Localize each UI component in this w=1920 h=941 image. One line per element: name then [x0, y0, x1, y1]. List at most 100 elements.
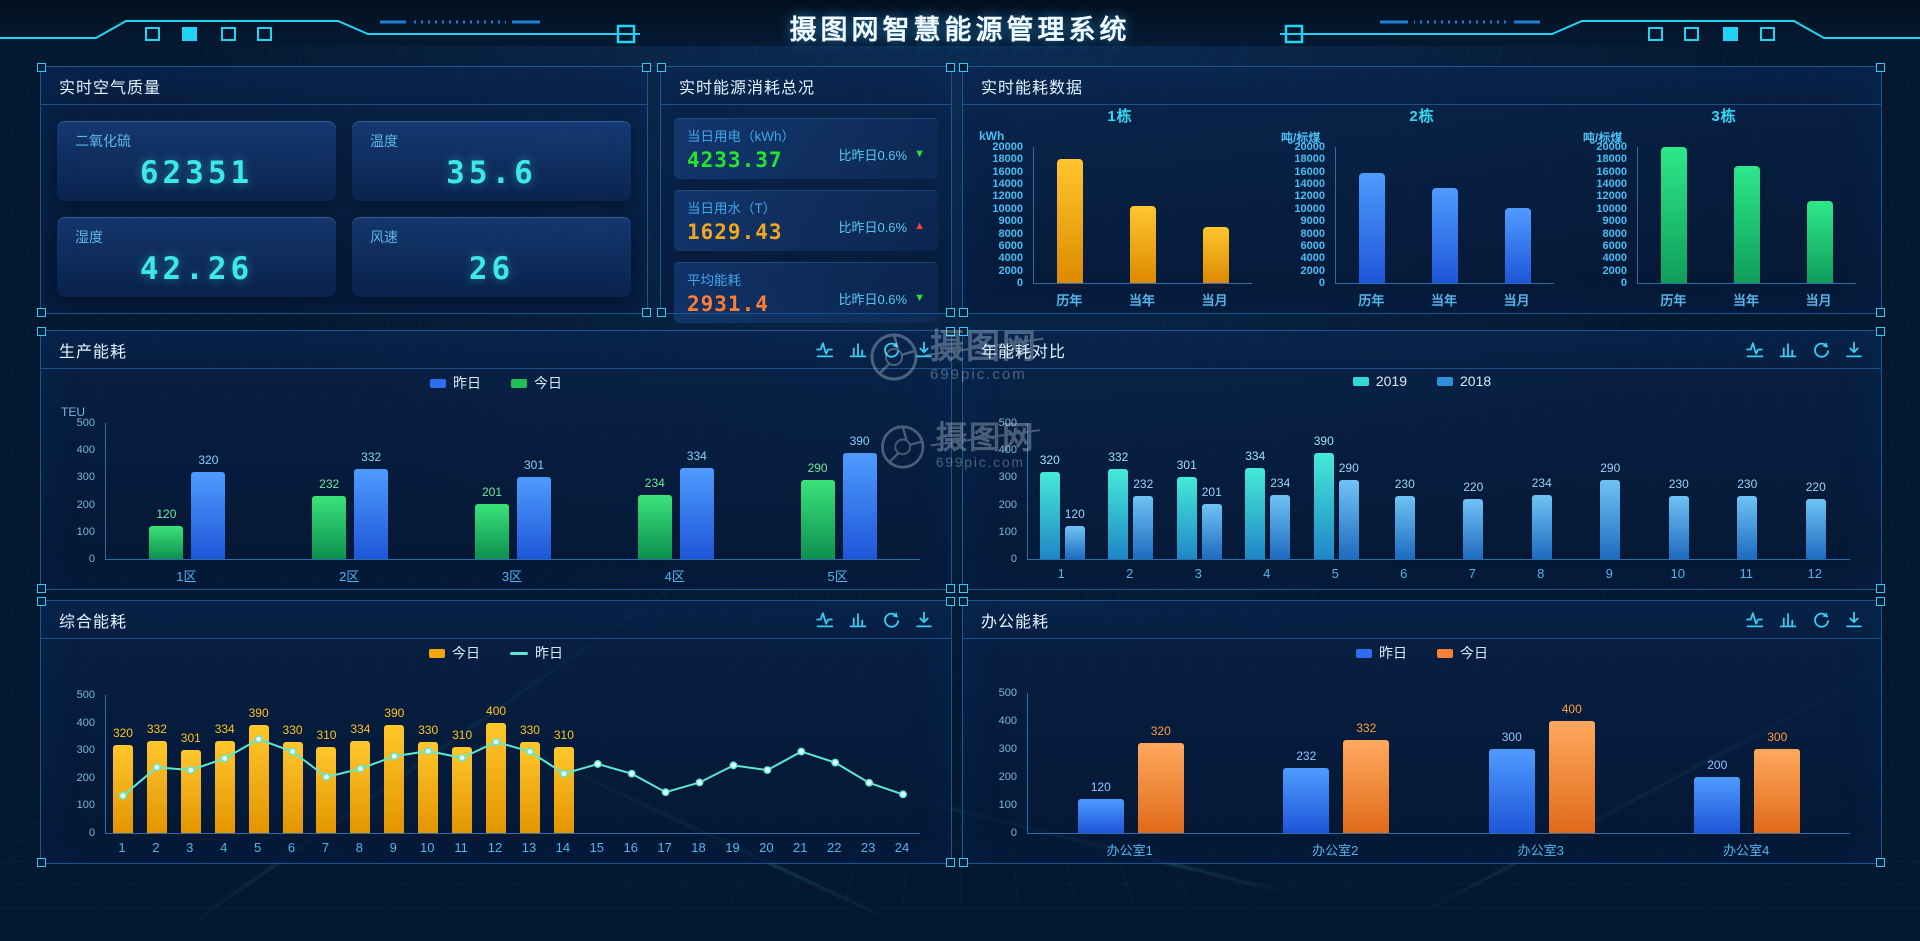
panel-title: 实时能耗数据	[981, 79, 1084, 97]
y-axis-unit: 吨/标煤	[1583, 131, 1623, 145]
corner-marker	[1876, 597, 1885, 606]
x-axis-label: 12	[487, 840, 503, 855]
summary-row: 当日用电（kWh） 4233.37 比昨日0.6% ▼	[674, 118, 938, 179]
corner-marker	[946, 63, 955, 72]
download-icon[interactable]	[915, 341, 933, 358]
stat-label: 温度	[370, 133, 398, 149]
building3-plot: 吨/标煤 20000 18000 16000 14000 12000 10000 9000 80…	[1577, 127, 1871, 308]
chart-title: 2栋	[1409, 108, 1435, 125]
bar-value-label: 390	[1313, 434, 1334, 448]
x-axis-label: 12	[1807, 566, 1822, 581]
bar-value-label: 230	[1394, 477, 1415, 491]
x-axis-label: 办公室1	[1106, 843, 1153, 858]
summary-value: 4233.37	[687, 148, 783, 172]
x-axis-label: 17	[657, 840, 672, 855]
legend-item[interactable]: 昨日	[510, 643, 563, 663]
legend-item[interactable]: 今日	[511, 373, 562, 393]
download-icon[interactable]	[1845, 341, 1863, 358]
corner-marker	[959, 308, 968, 317]
refresh-icon[interactable]	[1812, 341, 1830, 358]
corner-marker	[946, 858, 955, 867]
yearly-chart: 500 400 300 200 100 0 320 120 332 232 301 201 334 234…	[977, 397, 1867, 583]
y-axis-tick: 400	[76, 444, 95, 457]
line-chart-icon[interactable]	[816, 341, 834, 358]
x-axis-label: 4	[220, 840, 228, 855]
corner-marker	[642, 63, 651, 72]
bar	[112, 745, 133, 833]
corner-marker	[37, 308, 46, 317]
building-charts: 1栋 kWh 20000 18000 16000 14000 12000 10000 9000…	[973, 105, 1871, 308]
bar-value-label: 390	[384, 706, 405, 720]
x-axis-label: 6	[287, 840, 296, 855]
x-axis-label: 当年	[1430, 293, 1458, 308]
x-axis-label: 办公室4	[1723, 843, 1770, 858]
bar-chart-icon[interactable]	[849, 611, 867, 628]
x-axis-label: 4	[1263, 566, 1271, 581]
bar-chart-icon[interactable]	[849, 341, 867, 358]
panel-realtime-energy: 实时能耗数据 1栋 kWh 20000 18000 16000 14000 12000 10…	[959, 63, 1885, 317]
y-axis-tick: 400	[76, 716, 95, 729]
stat-label: 二氧化硫	[75, 133, 131, 149]
bar	[214, 741, 235, 833]
stat-label: 风速	[370, 229, 398, 245]
bar	[452, 747, 473, 833]
y-axis-tick: 4000	[1300, 252, 1325, 265]
bar-chart-icon[interactable]	[1779, 341, 1797, 358]
line-chart-icon[interactable]	[816, 611, 834, 628]
x-axis-label: 7	[1468, 566, 1476, 581]
panel-title: 生产能耗	[59, 343, 128, 361]
bar	[312, 496, 347, 559]
bar	[1133, 496, 1154, 559]
x-axis-label: 22	[826, 840, 842, 855]
x-axis-label: 15	[589, 840, 605, 855]
y-axis-tick: 10000	[992, 202, 1023, 215]
bar-value-label: 400	[486, 704, 507, 718]
legend-item[interactable]: 今日	[429, 643, 480, 663]
y-axis-tick: 200	[998, 498, 1017, 511]
refresh-icon[interactable]	[882, 341, 900, 358]
bar-value-label: 234	[1531, 476, 1552, 490]
legend-item[interactable]: 今日	[1437, 643, 1488, 663]
y-axis-tick: 500	[76, 417, 95, 429]
panel-title: 年能耗对比	[981, 343, 1067, 361]
refresh-icon[interactable]	[882, 611, 900, 628]
bar	[1313, 453, 1334, 559]
y-axis-tick: 8000	[1602, 227, 1627, 240]
x-axis-label: 9	[389, 840, 397, 855]
bar	[1394, 496, 1415, 559]
legend-item[interactable]: 昨日	[1356, 643, 1407, 663]
bar	[1270, 495, 1291, 559]
legend-item[interactable]: 2018	[1437, 373, 1491, 389]
y-axis-tick: 6000	[998, 239, 1023, 252]
production-chart: TEU 500 400 300 200 100 0 120 320 232 332 201 301 234…	[55, 397, 937, 584]
x-axis-label: 20	[759, 840, 774, 855]
summary-row: 平均能耗 2931.4 比昨日0.6% ▼	[674, 262, 938, 323]
chart-title: 1栋	[1107, 108, 1133, 125]
bar-value-label: 332	[361, 450, 382, 464]
summary-compare: 比昨日0.6% ▼	[838, 148, 925, 163]
legend-label: 今日	[1460, 645, 1488, 661]
legend-label: 昨日	[535, 645, 563, 661]
bar-value-label: 220	[1463, 480, 1484, 494]
y-axis-tick: 16000	[992, 165, 1023, 178]
header-circuit-decoration-right	[1280, 20, 1920, 44]
legend-item[interactable]: 2019	[1352, 373, 1407, 389]
legend: 今日 昨日	[41, 643, 951, 663]
bar-value-label: 330	[282, 723, 303, 737]
bar	[1531, 495, 1552, 559]
bar-value-label: 332	[146, 722, 167, 736]
x-axis-label: 3	[186, 840, 194, 855]
x-axis-label: 18	[691, 840, 706, 855]
bar	[1064, 526, 1085, 559]
chart-toolbar	[816, 341, 933, 358]
download-icon[interactable]	[915, 611, 933, 628]
download-icon[interactable]	[1845, 611, 1863, 628]
bar	[1201, 504, 1222, 559]
refresh-icon[interactable]	[1812, 611, 1830, 628]
x-axis-label: 3	[1194, 566, 1202, 581]
line-chart-icon[interactable]	[1746, 611, 1764, 628]
legend-line-swatch	[510, 651, 528, 655]
line-chart-icon[interactable]	[1746, 341, 1764, 358]
legend-item[interactable]: 昨日	[430, 373, 481, 393]
bar-chart-icon[interactable]	[1779, 611, 1797, 628]
